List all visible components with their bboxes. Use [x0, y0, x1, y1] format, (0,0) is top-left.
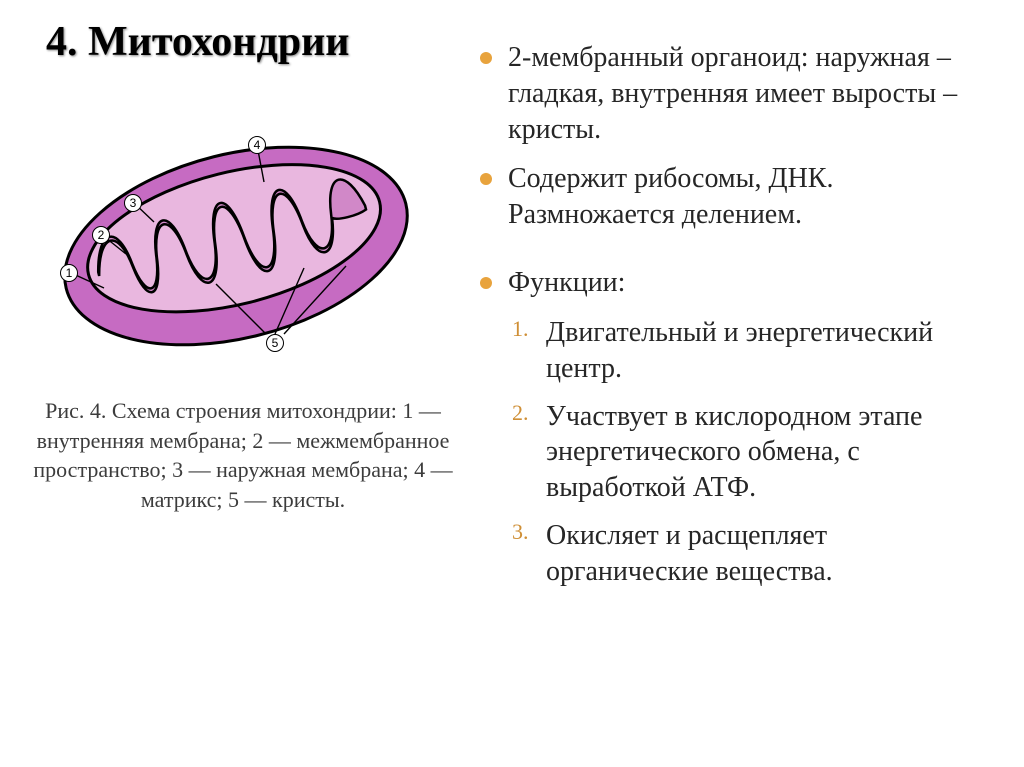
mitochondrion-diagram: 1 2 3 4 5 [26, 96, 446, 376]
bullet-text: 2-мембранный органоид: наружная – гладка… [508, 40, 994, 147]
bullet-icon [480, 173, 492, 185]
right-column: 2-мембранный органоид: наружная – гладка… [470, 0, 1024, 767]
bullet-item: Содержит рибосомы, ДНК. Размножается дел… [480, 161, 994, 233]
figure-caption: Рис. 4. Схема строения митохондрии: 1 — … [26, 396, 460, 515]
figure-label-1: 1 [60, 264, 78, 282]
figure-label-4: 4 [248, 136, 266, 154]
functions-list: Двигательный и энергетический центр. Уча… [512, 315, 994, 590]
mitochondrion-svg [26, 96, 446, 376]
bullet-icon [480, 277, 492, 289]
bullet-icon [480, 52, 492, 64]
figure-label-3: 3 [124, 194, 142, 212]
bullet-item: Функции: [480, 265, 994, 301]
slide-title: 4. Митохондрии [26, 18, 460, 66]
function-item: Окисляет и расщепляет органические вещес… [512, 518, 994, 590]
function-item: Двигательный и энергетический центр. [512, 315, 994, 387]
bullet-text: Содержит рибосомы, ДНК. Размножается дел… [508, 161, 994, 233]
description-list: 2-мембранный органоид: наружная – гладка… [480, 40, 994, 233]
figure-label-2: 2 [92, 226, 110, 244]
function-item: Участвует в кислородном этапе энергетиче… [512, 399, 994, 506]
spacer [480, 247, 994, 265]
functions-heading-list: Функции: [480, 265, 994, 301]
bullet-item: 2-мембранный органоид: наружная – гладка… [480, 40, 994, 147]
left-column: 4. Митохондрии [0, 0, 470, 767]
functions-heading: Функции: [508, 265, 625, 301]
slide: 4. Митохондрии [0, 0, 1024, 767]
figure-label-5: 5 [266, 334, 284, 352]
